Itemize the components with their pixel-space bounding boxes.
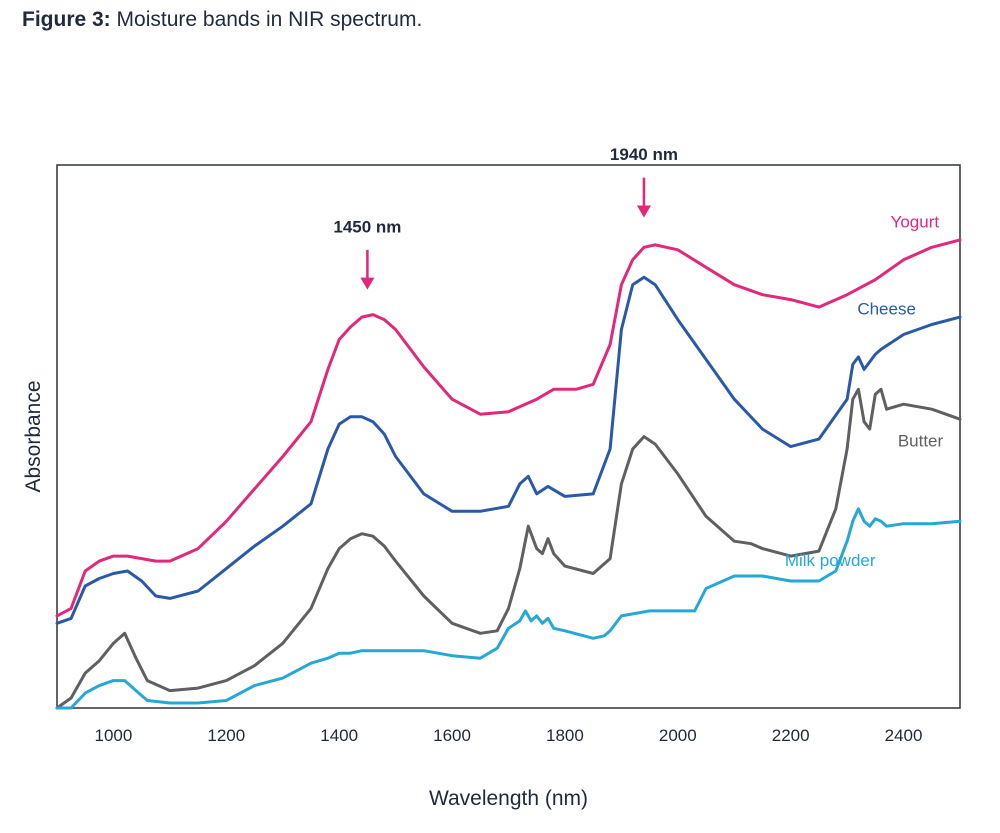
x-tick-label-1000: 1000: [95, 726, 133, 745]
series-line-cheese: [55, 275, 962, 625]
x-tick-label-2200: 2200: [772, 726, 810, 745]
series-line-butter: [55, 387, 962, 710]
series-label-butter: Butter: [898, 432, 944, 451]
figure-title: Figure 3: Moisture bands in NIR spectrum…: [22, 8, 422, 32]
x-tick-label-1200: 1200: [207, 726, 245, 745]
plot-frame: [56, 164, 961, 709]
series-line-yogurt: [55, 238, 962, 618]
x-tick-label-1600: 1600: [433, 726, 471, 745]
figure-label: Figure 3:: [22, 8, 111, 31]
y-axis-label: Absorbance: [22, 380, 45, 492]
series-line-milk-powder: [55, 507, 962, 710]
annotation-arrowhead-1940-nm: [636, 205, 651, 218]
x-tick-label-1800: 1800: [546, 726, 584, 745]
annotation-label-1450-nm: 1450 nm: [333, 217, 401, 236]
series-label-yogurt: Yogurt: [891, 212, 940, 231]
annotation-label-1940-nm: 1940 nm: [610, 145, 678, 164]
x-axis-label: Wavelength (nm): [429, 787, 588, 810]
series-label-cheese: Cheese: [857, 300, 916, 319]
x-tick-label-1400: 1400: [320, 726, 358, 745]
figure-caption: Moisture bands in NIR spectrum.: [116, 8, 423, 31]
x-tick-label-2000: 2000: [659, 726, 697, 745]
series-label-milk-powder: Milk powder: [785, 551, 876, 570]
x-tick-label-2400: 2400: [885, 726, 923, 745]
annotation-arrowhead-1450-nm: [360, 277, 375, 290]
